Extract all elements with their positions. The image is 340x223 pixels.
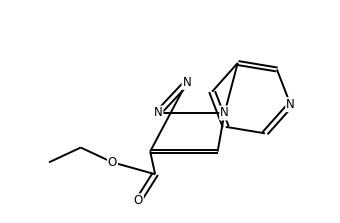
Text: N: N: [183, 76, 191, 89]
Text: O: O: [108, 156, 117, 169]
Text: O: O: [134, 194, 143, 207]
Text: N: N: [220, 106, 229, 120]
Text: N: N: [286, 98, 295, 111]
Text: N: N: [154, 106, 163, 120]
